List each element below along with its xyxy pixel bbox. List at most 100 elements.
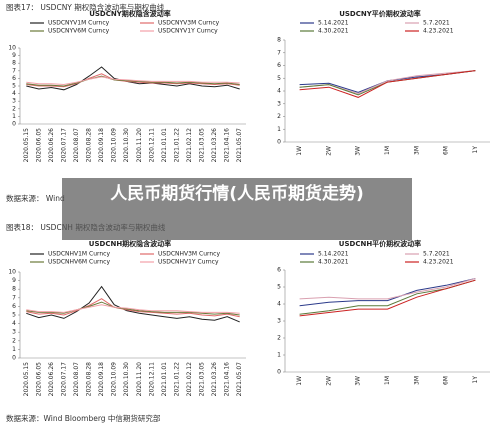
x-tick-label: 2W [325, 146, 332, 156]
y-tick-label: 10 [8, 45, 16, 52]
x-tick-label: 3W [355, 146, 362, 156]
x-tick-label: 2021.05.07 [236, 128, 243, 163]
x-tick-label: 2020.08.07 [73, 362, 80, 397]
legend-label: 5.14.2021 [318, 251, 349, 258]
x-tick-label: 3M [413, 146, 420, 155]
series-line [26, 75, 240, 87]
x-tick-label: 2020.05.15 [23, 128, 30, 163]
y-tick-label: 4 [12, 320, 16, 327]
y-tick-label: 3 [277, 318, 281, 325]
x-tick-label: 1W [296, 376, 303, 386]
x-tick-label: 2020.09.18 [98, 128, 105, 163]
x-tick-label: 2021.01.22 [173, 128, 180, 163]
x-tick-label: 1Y [472, 376, 479, 384]
legend-label: USDCNHV6M Curncy [48, 259, 110, 266]
y-tick-label: 9 [12, 52, 16, 59]
series-line [26, 301, 240, 316]
y-tick-label: 6 [277, 62, 281, 69]
x-tick-label: 2020.12.11 [148, 362, 155, 397]
figure-source: 数据来源： Wind [6, 193, 65, 203]
x-tick-label: 2021.01.01 [161, 362, 168, 397]
series-line [26, 285, 240, 323]
x-tick-label: 6M [443, 376, 450, 385]
chart-title: USDCNY期权隐含波动率 [89, 9, 171, 18]
y-tick-label: 2 [277, 335, 281, 342]
y-tick-label: 6 [12, 303, 16, 310]
series-line [26, 304, 240, 314]
x-tick-label: 2020.11.20 [136, 362, 143, 397]
y-tick-label: 10 [8, 269, 16, 276]
series-line [299, 278, 476, 307]
legend-label: USDCNYV1Y Curncy [158, 28, 218, 35]
y-tick-label: 5 [277, 284, 281, 291]
x-tick-label: 2021.05.07 [236, 362, 243, 397]
y-tick-label: 5 [277, 75, 281, 82]
y-tick-label: 1 [277, 352, 281, 359]
x-tick-label: 2021.03.05 [199, 128, 206, 163]
chart-title: USDCNH期权隐含波动率 [89, 239, 171, 248]
y-tick-label: 0 [277, 369, 281, 376]
x-tick-label: 2020.12.11 [148, 128, 155, 163]
x-tick-label: 2020.06.26 [48, 362, 55, 397]
x-tick-label: 2W [325, 376, 332, 386]
y-tick-label: 8 [12, 286, 16, 293]
y-tick-label: 2 [12, 337, 16, 344]
legend-label: USDCNYV1M Curncy [48, 20, 110, 27]
x-tick-label: 2020.10.09 [111, 362, 118, 397]
x-tick-label: 1W [296, 146, 303, 156]
y-tick-label: 7 [12, 294, 16, 301]
x-tick-label: 1M [384, 376, 391, 385]
y-tick-label: 7 [277, 49, 281, 56]
y-tick-label: 4 [277, 301, 281, 308]
x-tick-label: 2021.03.05 [199, 362, 206, 397]
x-tick-label: 2020.06.05 [35, 362, 42, 397]
legend-label: 5.7.2021 [423, 20, 450, 27]
x-tick-label: 2021.04.16 [224, 128, 231, 163]
y-tick-label: 3 [12, 329, 16, 336]
x-tick-label: 2021.03.26 [211, 128, 218, 163]
x-tick-label: 2020.08.07 [73, 128, 80, 163]
x-tick-label: 2021.01.22 [173, 362, 180, 397]
series-line [26, 76, 240, 86]
x-tick-label: 6M [443, 146, 450, 155]
overlay-box [62, 178, 412, 240]
legend-label: 4.23.2021 [423, 28, 454, 35]
x-tick-label: 2020.10.09 [111, 128, 118, 163]
x-tick-label: 2020.05.15 [23, 362, 30, 397]
y-tick-label: 5 [12, 83, 16, 90]
x-tick-label: 2021.02.12 [186, 362, 193, 397]
y-tick-label: 1 [277, 126, 281, 133]
y-tick-label: 4 [12, 90, 16, 97]
x-tick-label: 2021.03.26 [211, 362, 218, 397]
series-line [26, 66, 240, 91]
y-tick-label: 3 [12, 98, 16, 105]
x-tick-label: 2021.02.12 [186, 128, 193, 163]
legend-label: USDCNHV3M Curncy [158, 251, 220, 258]
y-tick-label: 0 [12, 121, 16, 128]
y-tick-label: 8 [277, 37, 281, 44]
x-tick-label: 2020.07.17 [60, 128, 67, 163]
y-tick-label: 9 [12, 277, 16, 284]
x-tick-label: 1M [384, 146, 391, 155]
legend-label: USDCNYV3M Curncy [158, 20, 220, 27]
y-tick-label: 2 [277, 113, 281, 120]
y-tick-label: 4 [277, 88, 281, 95]
series-line [299, 278, 476, 300]
y-tick-label: 5 [12, 312, 16, 319]
y-tick-label: 8 [12, 60, 16, 67]
legend-label: USDCNHV1Y Curncy [158, 259, 219, 266]
y-tick-label: 2 [12, 105, 16, 112]
figure-source: 数据来源：Wind Bloomberg 中信期货研究部 [6, 413, 161, 423]
y-tick-label: 1 [12, 346, 16, 353]
series-line [26, 73, 240, 88]
legend-label: USDCNYV6M Curncy [48, 28, 110, 35]
x-tick-label: 2020.10.30 [123, 128, 130, 163]
x-tick-label: 2020.09.18 [98, 362, 105, 397]
x-tick-label: 2020.07.17 [60, 362, 67, 397]
legend-label: 4.30.2021 [318, 259, 349, 266]
x-tick-label: 2020.08.28 [86, 362, 93, 397]
series-line [299, 279, 476, 317]
x-tick-label: 2020.06.26 [48, 128, 55, 163]
